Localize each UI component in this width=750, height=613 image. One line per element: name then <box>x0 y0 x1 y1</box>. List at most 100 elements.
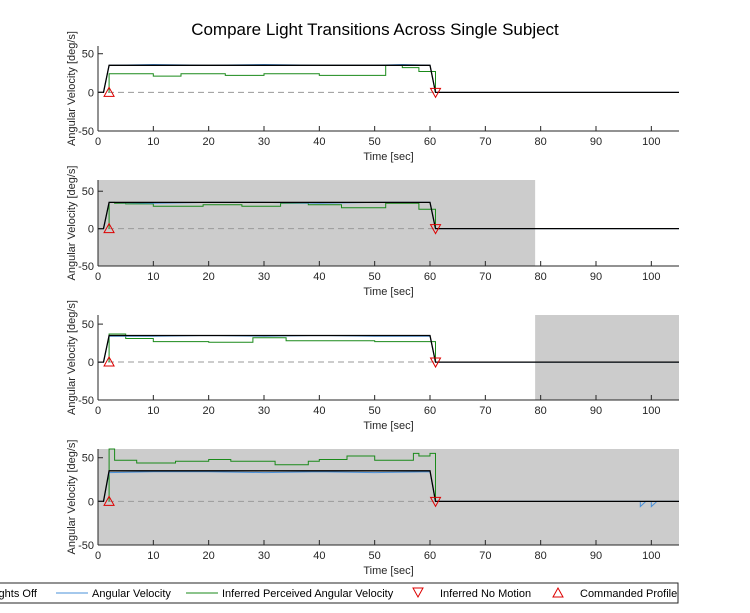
legend-label-commanded: Commanded Profile <box>580 588 677 600</box>
y-tick-label: 50 <box>82 319 94 331</box>
x-tick-label: 20 <box>203 136 215 148</box>
y-tick-label: 50 <box>82 49 94 61</box>
y-axis-label: Angular Velocity [deg/s] <box>66 31 78 146</box>
legend-label-no-motion: Inferred No Motion <box>440 588 531 600</box>
y-tick-label: -50 <box>78 540 94 552</box>
x-tick-label: 60 <box>424 271 436 283</box>
x-tick-label: 30 <box>258 271 270 283</box>
x-tick-label: 40 <box>313 405 325 417</box>
x-tick-label: 10 <box>147 136 159 148</box>
legend-entry-perceived: Inferred Perceived Angular Velocity <box>186 588 394 600</box>
marker-inferred-no-motion <box>429 357 442 369</box>
series-inferred-perceived-angular-velocity <box>108 333 436 363</box>
lights-off-region <box>535 315 679 400</box>
legend-marker-down-icon <box>412 587 424 599</box>
y-tick-label: 0 <box>88 87 94 99</box>
x-axis-label: Time [sec] <box>363 151 413 163</box>
series-inferred-perceived-angular-velocity <box>108 64 436 93</box>
x-tick-label: 50 <box>369 550 381 562</box>
x-tick-label: 0 <box>95 405 101 417</box>
x-tick-label: 40 <box>313 136 325 148</box>
x-tick-label: 20 <box>203 405 215 417</box>
x-tick-label: 70 <box>479 271 491 283</box>
x-tick-label: 20 <box>203 550 215 562</box>
marker-commanded-profile <box>103 495 115 506</box>
x-tick-label: 90 <box>590 136 602 148</box>
x-tick-label: 50 <box>369 271 381 283</box>
y-tick-label: 0 <box>88 496 94 508</box>
legend-entry-commanded: Commanded Profile <box>552 586 677 600</box>
x-axis-label: Time [sec] <box>363 420 413 432</box>
x-tick-label: 70 <box>479 136 491 148</box>
x-tick-label: 40 <box>313 550 325 562</box>
figure-title: Compare Light Transitions Across Single … <box>191 20 559 39</box>
marker-inferred-no-motion <box>429 224 442 235</box>
y-tick-label: -50 <box>78 126 94 138</box>
marker-inferred-no-motion <box>429 87 442 99</box>
x-tick-label: 0 <box>95 136 101 148</box>
x-tick-label: 80 <box>535 405 547 417</box>
y-tick-label: -50 <box>78 395 94 407</box>
x-tick-label: 60 <box>424 550 436 562</box>
series-commanded-profile <box>98 64 679 94</box>
marker-commanded-profile <box>103 222 115 234</box>
x-tick-label: 90 <box>590 550 602 562</box>
legend-entry-angular-velocity: Angular Velocity <box>56 588 171 600</box>
marker-inferred-no-motion <box>429 496 442 508</box>
lights-off-region <box>98 180 536 266</box>
x-tick-label: 80 <box>535 136 547 148</box>
x-tick-label: 40 <box>313 271 325 283</box>
x-tick-label: 70 <box>479 405 491 417</box>
legend-box <box>0 582 679 604</box>
series-angular-velocity <box>98 63 679 93</box>
legend-marker-up-icon <box>552 586 564 598</box>
y-tick-label: 0 <box>88 224 94 236</box>
x-tick-label: 100 <box>642 136 660 148</box>
x-tick-label: 30 <box>258 405 270 417</box>
x-tick-label: 50 <box>369 136 381 148</box>
x-tick-label: 100 <box>642 405 660 417</box>
x-tick-label: 60 <box>424 136 436 148</box>
x-axis-label: Time [sec] <box>363 565 413 577</box>
x-axis-label: Time [sec] <box>363 286 413 298</box>
legend: Lights Off Angular Velocity Inferred Per… <box>0 582 679 604</box>
legend-entry-no-motion: Inferred No Motion <box>412 587 531 600</box>
x-tick-label: 30 <box>258 550 270 562</box>
x-tick-label: 20 <box>203 271 215 283</box>
x-tick-label: 80 <box>535 271 547 283</box>
legend-label-angular-velocity: Angular Velocity <box>92 588 171 600</box>
legend-entry-lights-off: Lights Off <box>0 588 38 600</box>
marker-commanded-profile <box>103 86 115 97</box>
lights-off-region <box>98 449 679 545</box>
y-tick-label: 50 <box>82 453 94 465</box>
x-tick-label: 0 <box>95 271 101 283</box>
legend-label-perceived: Inferred Perceived Angular Velocity <box>222 588 394 600</box>
y-tick-label: 0 <box>88 357 94 369</box>
y-axis-label: Angular Velocity [deg/s] <box>66 166 78 281</box>
x-tick-label: 10 <box>147 405 159 417</box>
x-tick-label: 10 <box>147 550 159 562</box>
y-tick-label: -50 <box>78 261 94 273</box>
x-tick-label: 100 <box>642 550 660 562</box>
y-axis-label: Angular Velocity [deg/s] <box>66 300 78 415</box>
x-tick-label: 10 <box>147 271 159 283</box>
x-tick-label: 60 <box>424 405 436 417</box>
legend-label-lights-off: Lights Off <box>0 588 38 600</box>
series-inferred-perceived-angular-velocity <box>108 448 436 502</box>
x-tick-label: 50 <box>369 405 381 417</box>
y-axis-label: Angular Velocity [deg/s] <box>66 440 78 555</box>
x-tick-label: 30 <box>258 136 270 148</box>
x-tick-label: 80 <box>535 550 547 562</box>
y-tick-label: 50 <box>82 186 94 198</box>
series-inferred-perceived-angular-velocity <box>108 201 436 229</box>
x-tick-label: 0 <box>95 550 101 562</box>
x-tick-label: 90 <box>590 405 602 417</box>
x-tick-label: 100 <box>642 271 660 283</box>
x-tick-label: 90 <box>590 271 602 283</box>
